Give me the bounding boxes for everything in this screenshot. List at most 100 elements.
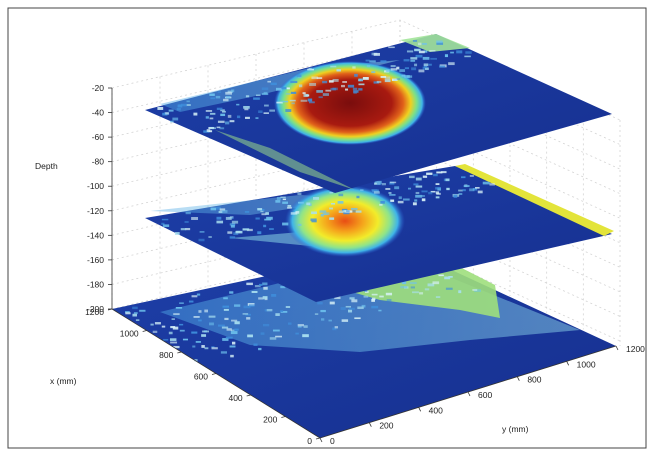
speckle-mark xyxy=(215,95,221,99)
speckle-mark xyxy=(125,311,130,313)
speckle-mark xyxy=(188,300,194,303)
speckle-mark xyxy=(318,96,323,99)
speckle-mark xyxy=(245,95,250,98)
speckle-mark xyxy=(206,129,211,132)
speckle-mark xyxy=(162,224,170,227)
y-tick-label: 200 xyxy=(379,421,393,431)
speckle-mark xyxy=(445,287,453,290)
speckle-mark xyxy=(225,96,231,99)
speckle-mark xyxy=(458,189,463,192)
speckle-mark xyxy=(291,102,295,105)
speckle-mark xyxy=(313,197,319,200)
speckle-mark xyxy=(218,324,225,327)
speckle-mark xyxy=(225,121,230,125)
y-tick-mark xyxy=(615,345,619,351)
speckle-mark xyxy=(220,109,225,112)
speckle-mark xyxy=(210,97,216,100)
speckle-mark xyxy=(234,328,239,331)
speckle-mark xyxy=(427,283,435,287)
speckle-mark xyxy=(450,51,454,54)
speckle-mark xyxy=(168,331,173,335)
speckle-mark xyxy=(303,93,309,97)
speckle-mark xyxy=(300,99,308,102)
speckle-mark xyxy=(361,304,366,308)
speckle-mark xyxy=(162,112,168,116)
y-tick-mark xyxy=(319,437,323,443)
speckle-mark xyxy=(280,310,288,313)
speckle-mark xyxy=(261,213,267,216)
speckle-mark xyxy=(211,347,218,350)
speckle-mark xyxy=(390,199,395,202)
speckle-mark xyxy=(489,183,495,186)
x-tick-label: 600 xyxy=(194,372,208,382)
speckle-mark xyxy=(211,346,215,348)
speckle-mark xyxy=(436,192,441,195)
speckle-mark xyxy=(242,313,249,315)
speckle-mark xyxy=(161,218,169,221)
speckle-mark xyxy=(369,60,376,63)
speckle-mark xyxy=(139,309,146,312)
speckle-mark xyxy=(150,323,154,326)
speckle-mark xyxy=(316,90,323,93)
speckle-mark xyxy=(220,351,227,354)
speckle-mark xyxy=(384,76,391,80)
speckle-mark xyxy=(329,191,333,194)
speckle-mark xyxy=(477,190,483,194)
speckle-mark xyxy=(168,109,174,112)
y-axis-label: y (mm) xyxy=(502,424,529,434)
slice-top-speckle xyxy=(157,40,472,133)
speckle-mark xyxy=(245,313,252,316)
speckle-mark xyxy=(332,327,337,331)
speckle-mark xyxy=(338,210,346,213)
speckle-mark xyxy=(258,297,264,300)
speckle-mark xyxy=(225,91,233,95)
speckle-mark xyxy=(388,46,395,49)
speckle-mark xyxy=(403,59,410,62)
speckle-mark xyxy=(394,186,400,190)
speckle-mark xyxy=(191,217,199,220)
speckle-mark xyxy=(348,307,355,310)
speckle-mark xyxy=(308,67,312,71)
speckle-mark xyxy=(194,359,198,362)
speckle-mark xyxy=(161,222,165,225)
speckle-mark xyxy=(229,345,236,348)
speckle-mark xyxy=(410,286,415,289)
speckle-mark xyxy=(172,117,179,121)
speckle-mark xyxy=(246,282,253,286)
y-tick-label: 600 xyxy=(478,390,492,400)
speckle-mark xyxy=(448,276,453,278)
slice-middle-hotspot xyxy=(285,185,405,257)
speckle-mark xyxy=(415,185,423,188)
slice-top-green-corner xyxy=(400,34,470,52)
speckle-mark xyxy=(423,65,428,68)
speckle-mark xyxy=(373,52,380,56)
z-axis-ticks: -20 -40 -60 -80 -100 -120 -140 -160 -180 -200 xyxy=(87,83,112,314)
speckle-mark xyxy=(464,55,471,58)
speckle-mark xyxy=(413,183,419,186)
speckle-mark xyxy=(217,120,225,123)
speckle-mark xyxy=(366,65,371,68)
speckle-mark xyxy=(458,193,463,195)
speckle-mark xyxy=(371,71,376,74)
speckle-mark xyxy=(285,93,291,95)
speckle-mark xyxy=(132,306,138,310)
slice-top xyxy=(145,34,612,193)
speckle-mark xyxy=(357,306,364,310)
speckle-mark xyxy=(353,90,359,93)
speckle-mark xyxy=(223,297,228,300)
figure-frame xyxy=(7,7,647,449)
speckle-mark xyxy=(474,289,481,292)
speckle-mark xyxy=(371,299,375,302)
speckle-mark xyxy=(203,130,210,133)
speckle-mark xyxy=(328,319,332,322)
speckle-mark xyxy=(424,288,430,291)
speckle-mark xyxy=(225,336,233,339)
speckle-mark xyxy=(311,220,317,223)
speckle-mark xyxy=(263,112,269,114)
speckle-mark xyxy=(280,286,286,289)
speckle-mark xyxy=(308,101,315,104)
x-tick-mark xyxy=(107,308,113,311)
speckle-mark xyxy=(171,318,175,320)
speckle-mark xyxy=(456,50,463,54)
z-tick-label: -140 xyxy=(87,230,104,240)
